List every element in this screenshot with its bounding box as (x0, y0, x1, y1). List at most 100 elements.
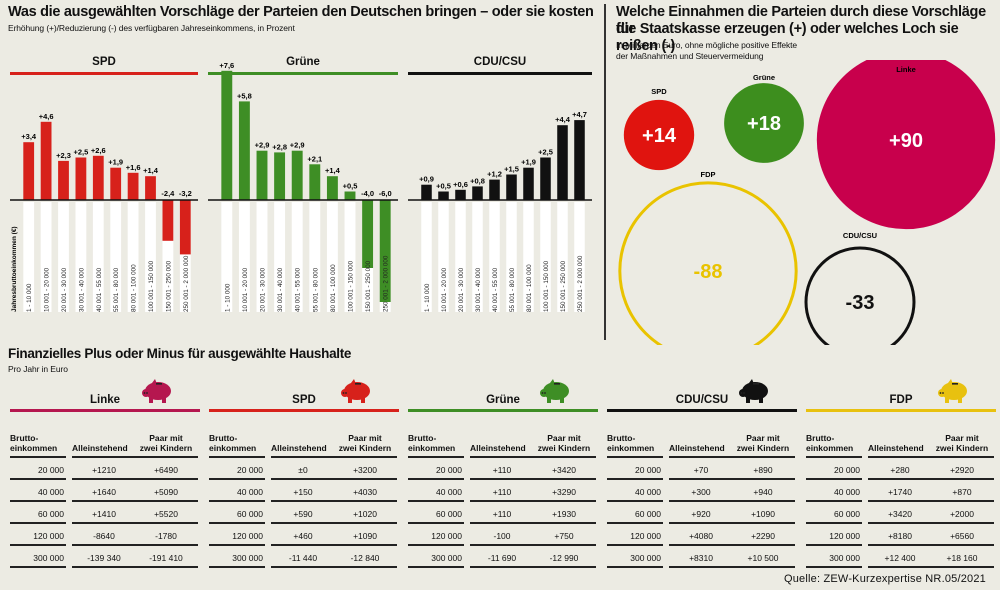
category-column (162, 202, 174, 312)
row-rule (868, 478, 994, 480)
cell-income: 20 000 (635, 465, 661, 475)
bar (162, 200, 174, 241)
bar-value-label: +2,9 (255, 141, 270, 150)
category-label: 10 001 - 20 000 (44, 267, 51, 312)
cell-single: +3420 (888, 509, 912, 519)
row-rule (868, 500, 994, 502)
bubble-party-label: Grüne (753, 73, 775, 82)
cell-single: +1210 (92, 465, 116, 475)
bar-value-label: +7,6 (219, 61, 234, 70)
category-column (421, 202, 432, 312)
row-rule (271, 456, 397, 458)
cell-single: +590 (293, 509, 313, 519)
cell-income: 120 000 (232, 531, 263, 541)
bar-value-label: +0,9 (419, 175, 434, 184)
bar-value-label: +0,6 (453, 180, 468, 189)
row-rule (607, 478, 663, 480)
cell-couple: +4030 (353, 487, 377, 497)
cell-couple: +1090 (751, 509, 775, 519)
bar-chart-title-rule (208, 72, 398, 75)
bar-value-label: -4,0 (361, 189, 374, 198)
table-party-rule (806, 409, 996, 412)
bar-value-label: +1,2 (487, 170, 502, 179)
col-header-single: Alleinstehend (271, 443, 327, 453)
col-header-couple: Paar mit zwei Kindern (935, 433, 989, 453)
bar (145, 176, 156, 200)
cell-income: 20 000 (237, 465, 263, 475)
category-label: 150 001 - 250 000 (560, 260, 567, 312)
cell-single: -11 440 (288, 553, 318, 563)
table-party-name: FDP (889, 394, 913, 406)
row-rule (72, 544, 198, 546)
bar-value-label: +0,5 (436, 182, 451, 191)
cell-income: 40 000 (237, 487, 263, 497)
category-column (92, 202, 104, 312)
bar-value-label: +1,6 (126, 163, 141, 172)
piggy-bank (935, 378, 971, 409)
cell-single: +8310 (689, 553, 713, 563)
cell-income: 300 000 (829, 553, 860, 563)
category-column (256, 202, 268, 312)
col-header-single: Alleinstehend (72, 443, 128, 453)
category-label: 250 001 - 2 000 000 (577, 255, 584, 312)
category-column (489, 202, 500, 312)
category-column (523, 202, 534, 312)
cell-single: ±0 (298, 465, 308, 475)
bar-value-label: +2,1 (307, 154, 322, 163)
row-rule (868, 544, 994, 546)
row-rule (209, 456, 265, 458)
bar (421, 184, 432, 200)
bubble-value-label: +18 (747, 113, 781, 135)
category-column (455, 202, 466, 312)
category-label: 100 001 - 150 000 (148, 260, 155, 312)
category-label: 10 001 - 20 000 (242, 267, 249, 312)
cell-couple: +6490 (154, 465, 178, 475)
cell-income: 20 000 (38, 465, 64, 475)
bar (92, 155, 104, 200)
bar-value-label: +1,5 (504, 165, 519, 174)
cell-couple: +1930 (552, 509, 576, 519)
bubble (618, 181, 798, 345)
bar (75, 157, 87, 200)
category-column (110, 202, 122, 312)
col-header-couple: Paar mit zwei Kindern (338, 433, 392, 453)
cell-couple: +6560 (950, 531, 974, 541)
cell-couple: +940 (753, 487, 773, 497)
row-rule (72, 522, 198, 524)
bar (472, 186, 483, 200)
bar-value-label: -6,0 (379, 189, 392, 198)
bar (540, 157, 551, 200)
section-divider (604, 4, 606, 340)
row-rule (10, 478, 66, 480)
category-column (506, 202, 517, 312)
bar-chart-title-rule (408, 72, 592, 75)
bar (23, 142, 35, 200)
category-label: 1 - 10 000 (424, 283, 431, 312)
category-column (145, 202, 156, 312)
bar (40, 121, 52, 200)
row-rule (408, 544, 464, 546)
row-rule (408, 456, 464, 458)
category-label: 20 001 - 30 000 (458, 267, 465, 312)
piggy-bank-icon (938, 379, 968, 403)
cell-couple: +750 (554, 531, 574, 541)
right-title-line2: die Staatskasse erzeugen (+) oder welche… (616, 21, 959, 54)
table-party-name: Linke (89, 394, 121, 406)
table-party-rule (408, 409, 598, 412)
cell-couple: +2920 (950, 465, 974, 475)
cell-income: 120 000 (829, 531, 860, 541)
category-label: 1 - 10 000 (224, 283, 231, 312)
bar-value-label: +0,8 (470, 176, 485, 185)
cell-single: +110 (492, 487, 512, 497)
row-rule (10, 522, 66, 524)
col-header-income: Brutto-einkommen (408, 433, 456, 453)
bar-value-label: +1,9 (108, 158, 123, 167)
cell-couple: +3200 (353, 465, 377, 475)
cell-couple: -191 410 (149, 553, 183, 563)
col-header-income: Brutto-einkommen (806, 433, 854, 453)
row-rule (408, 566, 464, 568)
cell-couple: +1090 (353, 531, 377, 541)
piggy-bank-icon (739, 379, 769, 403)
piggy-bank (736, 378, 772, 409)
bubble (804, 246, 916, 345)
